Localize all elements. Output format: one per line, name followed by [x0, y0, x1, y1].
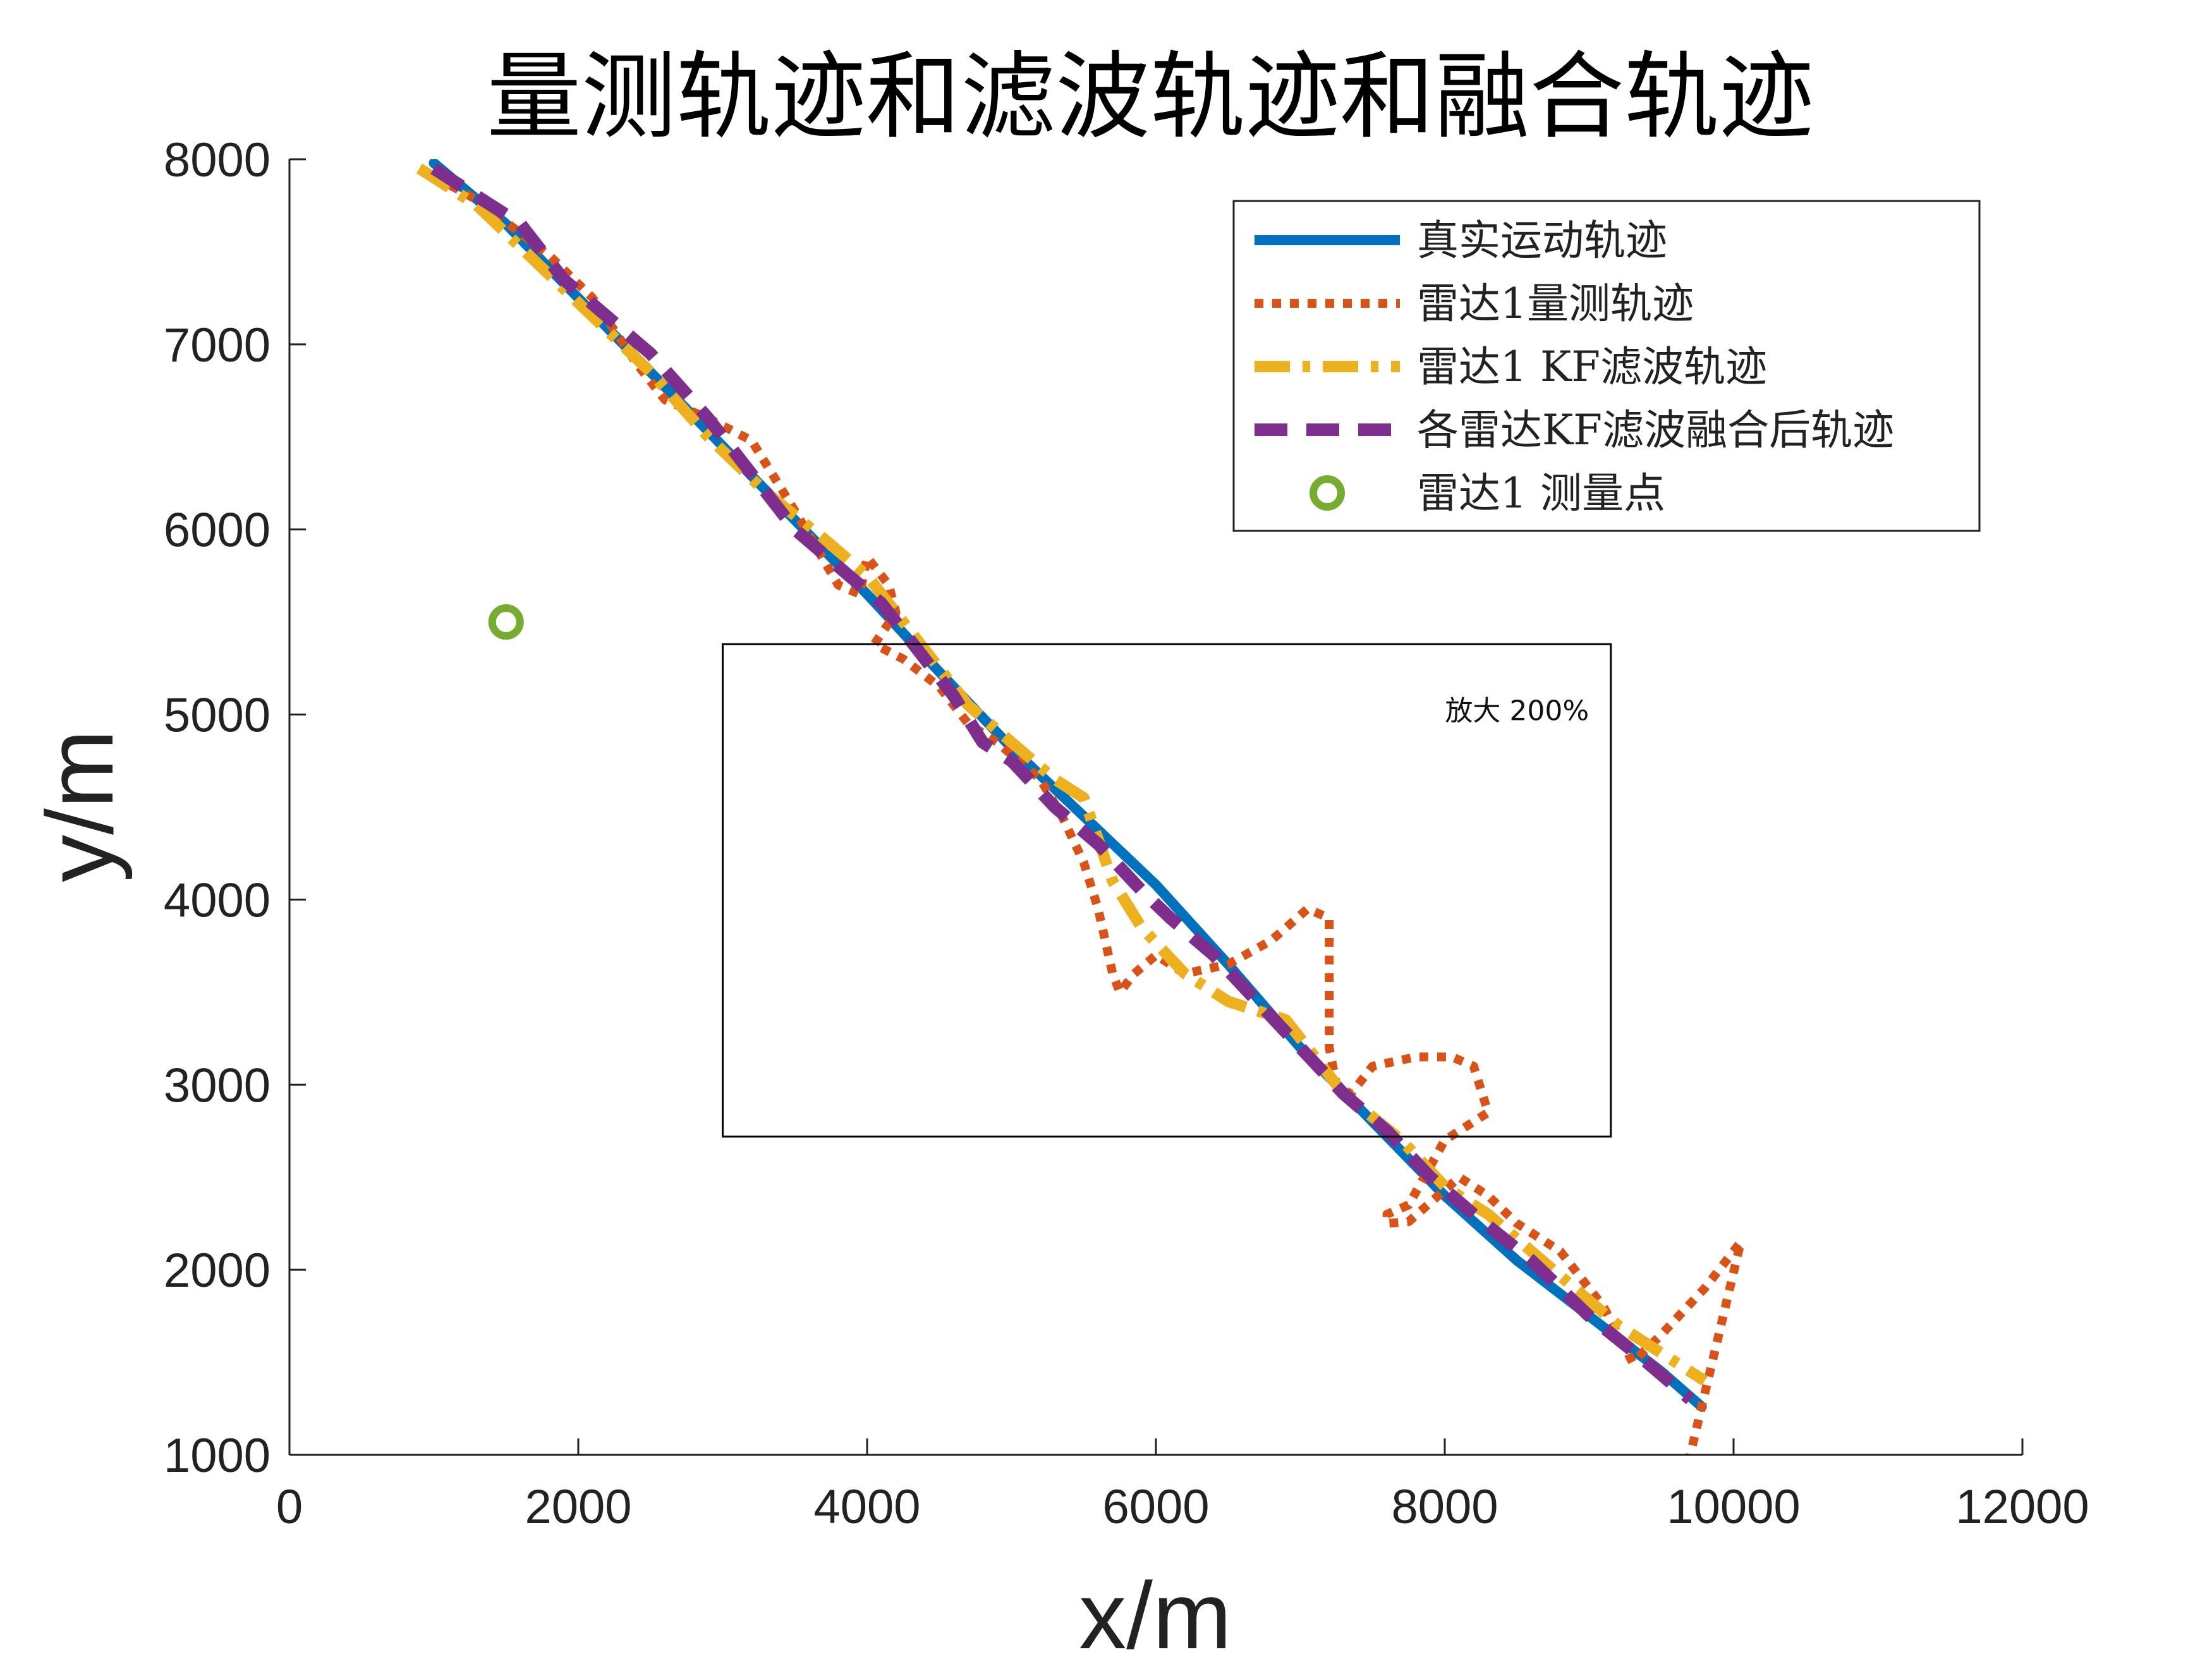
x-tick-label: 12000 — [1955, 1480, 2089, 1534]
x-tick-label: 2000 — [525, 1480, 631, 1534]
zoom-label: 放大 200% — [1445, 695, 1589, 727]
legend-item-5-swatch — [1310, 475, 1345, 511]
x-tick-label: 4000 — [813, 1480, 920, 1534]
legend-item-4-label: 各雷达KF滤波融合后轨迹 — [1417, 406, 1894, 454]
x-tick-label: 6000 — [1102, 1480, 1209, 1534]
y-tick-label: 1000 — [164, 1429, 270, 1483]
zoom-box — [722, 643, 1612, 1138]
x-tick-label: 10000 — [1667, 1480, 1800, 1534]
y-tick-label: 3000 — [164, 1059, 270, 1112]
y-tick-label: 6000 — [164, 504, 270, 557]
tick-labels: 0 2000 4000 6000 8000 10000 12000 1000 2000 3000 4… — [164, 133, 2089, 1534]
legend-item-3-label: 雷达1 KF滤波轨迹 — [1417, 343, 1767, 391]
chart-title: 量测轨迹和滤波轨迹和融合轨迹 — [487, 42, 1814, 152]
series-layer — [416, 159, 1746, 1455]
x-axis-label: x/m — [1079, 1562, 1232, 1659]
y-tick-label: 7000 — [164, 319, 270, 372]
series-5-point — [488, 604, 524, 640]
y-tick-label: 8000 — [164, 133, 270, 187]
y-tick-label: 5000 — [164, 689, 270, 743]
series-4-line — [430, 163, 1694, 1404]
y-tick-label: 2000 — [164, 1244, 270, 1297]
series-1-line — [428, 159, 1707, 1412]
legend-item-5: 雷达1 测量点 — [1310, 469, 1665, 518]
y-tick-label: 4000 — [164, 873, 270, 927]
legend-item-1: 真实运动轨迹 — [1255, 216, 1667, 265]
x-tick-label: 8000 — [1391, 1480, 1498, 1534]
zoom-annotation: 放大 200% — [722, 643, 1612, 1138]
y-axis-label: y/m — [27, 729, 133, 882]
axes — [288, 158, 2024, 1456]
series-3-line — [416, 164, 1708, 1386]
legend-item-1-label: 真实运动轨迹 — [1417, 216, 1667, 265]
legend-item-4: 各雷达KF滤波融合后轨迹 — [1255, 406, 1894, 454]
legend-item-3: 雷达1 KF滤波轨迹 — [1255, 343, 1767, 391]
legend-item-5-label: 雷达1 测量点 — [1417, 469, 1665, 518]
legend-item-2: 雷达1量测轨迹 — [1255, 279, 1694, 328]
legend-item-2-label: 雷达1量测轨迹 — [1417, 279, 1694, 328]
x-tick-label: 0 — [276, 1480, 303, 1534]
